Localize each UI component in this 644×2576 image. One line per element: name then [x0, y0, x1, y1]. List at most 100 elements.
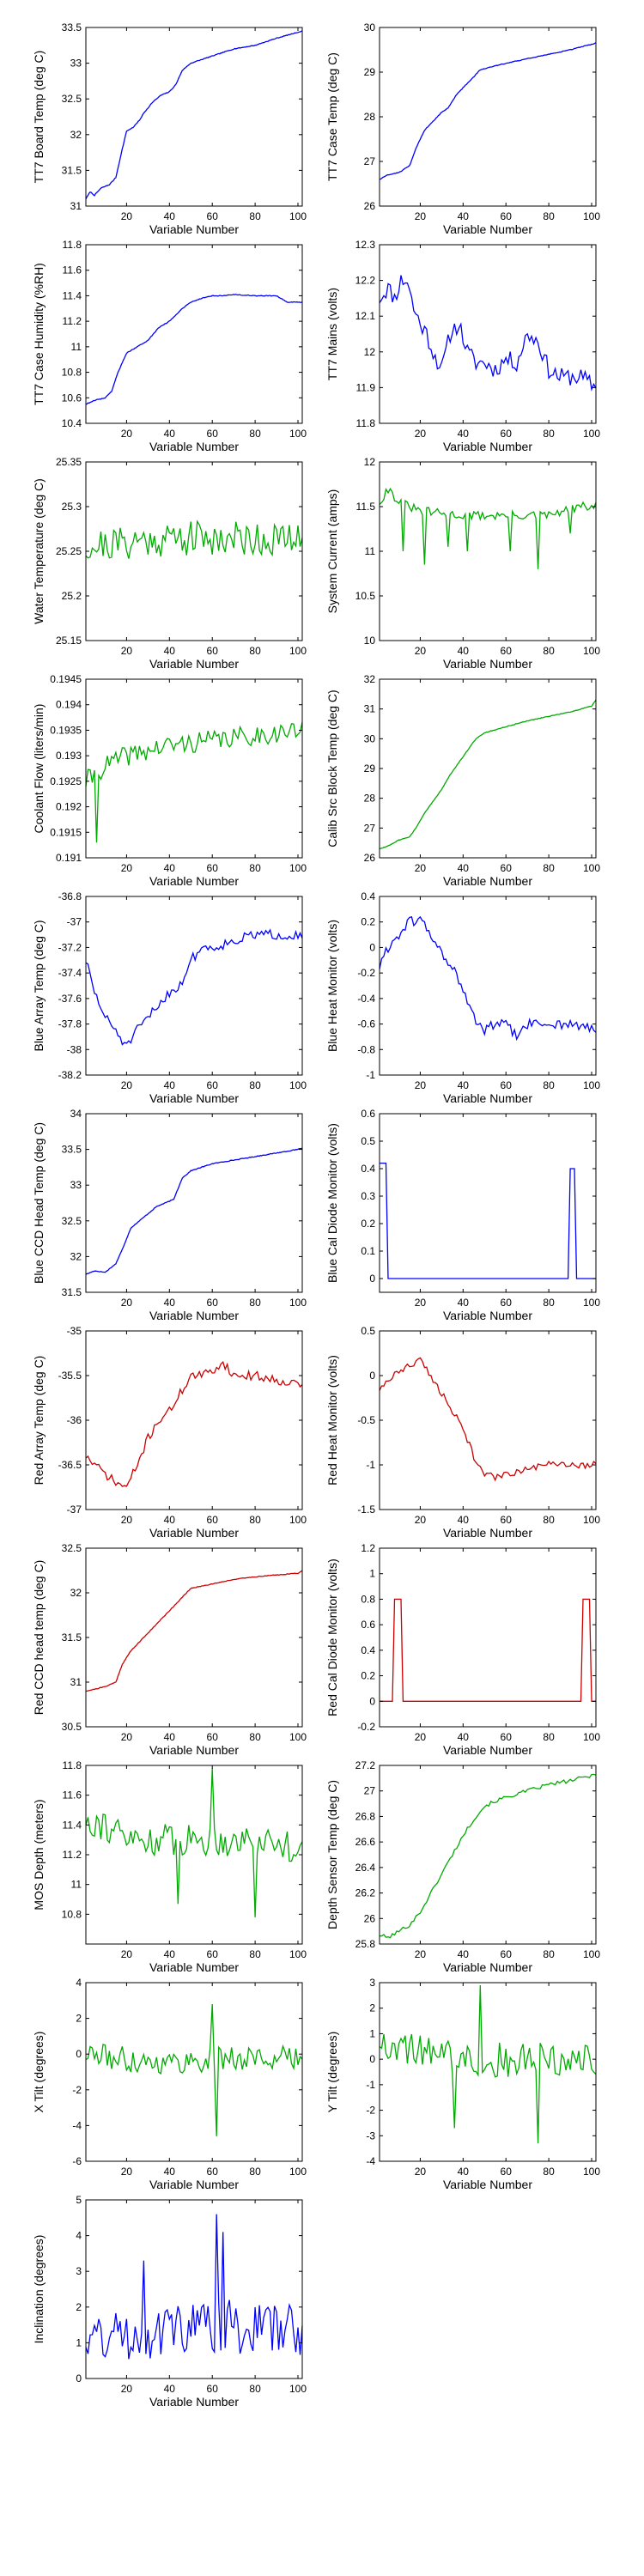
plot-frame — [85, 896, 303, 1076]
y-tick-label: 33.5 — [62, 1144, 82, 1156]
y-tick-label: 5 — [76, 2194, 82, 2206]
y-tick-label: 31.5 — [62, 1286, 82, 1298]
x-tick-label: 100 — [583, 1731, 600, 1743]
x-axis-label: Variable Number — [149, 222, 239, 236]
x-tick-label: 100 — [583, 1079, 600, 1091]
y-tick-label: 11.2 — [63, 1849, 82, 1861]
x-axis-label: Variable Number — [149, 657, 239, 671]
subplot-15: 20 40 60 80 100 30.5 31 31.5 32 32.5 Variable Numb… — [32, 1542, 307, 1757]
y-tick-label: 11 — [71, 341, 82, 353]
y-tick-label: -0.2 — [357, 1721, 375, 1733]
x-tick-label: 60 — [207, 428, 219, 440]
x-tick-label: 60 — [501, 1948, 513, 1960]
y-tick-label: 1 — [369, 1568, 375, 1580]
y-tick-label: -1 — [366, 2079, 375, 2091]
y-tick-label: 29 — [364, 762, 376, 775]
y-tick-label: 11.6 — [63, 1789, 82, 1801]
x-tick-label: 20 — [415, 210, 427, 222]
x-tick-label: 80 — [249, 2383, 261, 2395]
y-tick-label: 0 — [369, 1273, 375, 1285]
y-tick-label: -37 — [67, 916, 82, 928]
x-tick-label: 20 — [121, 1297, 133, 1309]
y-tick-label: 0.4 — [361, 890, 375, 902]
x-tick-label: 20 — [415, 428, 427, 440]
subplot-6: 20 40 60 80 100 10 10.5 11 11.5 12 Variable Number… — [325, 456, 600, 671]
y-tick-label: 12 — [364, 346, 376, 358]
x-axis-label: Variable Number — [149, 1960, 239, 1974]
subplot-11: 20 40 60 80 100 31.5 32 32.5 33 33.5 34 Variable Nu… — [32, 1108, 307, 1322]
y-tick-label: 30 — [364, 21, 376, 33]
y-axis-label: X Tilt (degrees) — [32, 2032, 46, 2113]
y-tick-label: -0.6 — [357, 1018, 375, 1030]
y-tick-label: 11.9 — [356, 381, 376, 393]
y-tick-label: -1 — [366, 1069, 375, 1081]
y-tick-label: 32 — [70, 129, 82, 141]
y-tick-label: 0.1945 — [50, 673, 82, 685]
plot-frame — [379, 1547, 597, 1728]
x-axis-label: Variable Number — [149, 874, 239, 888]
subplot-7: 20 40 60 80 100 0.191 0.1915 0.192 0.1925 0.193 0.… — [32, 673, 307, 888]
y-tick-label: 10.6 — [62, 392, 82, 404]
y-tick-label: 0.2 — [361, 1670, 375, 1682]
y-tick-label: 28 — [364, 793, 376, 805]
plot-frame — [85, 678, 303, 859]
y-axis-label: Red Array Temp (deg C) — [32, 1356, 46, 1485]
x-tick-label: 20 — [121, 1514, 133, 1526]
x-tick-label: 60 — [501, 428, 513, 440]
y-tick-label: 0.8 — [361, 1593, 375, 1605]
series-line — [85, 1768, 303, 1917]
series-line — [85, 721, 303, 843]
y-tick-label: 31 — [364, 703, 376, 715]
y-axis-label: TT7 Case Humidity (%RH) — [32, 263, 46, 405]
plot-frame — [379, 1982, 597, 2162]
x-tick-label: 40 — [458, 1297, 470, 1309]
y-axis-label: Y Tilt (degrees) — [325, 2032, 339, 2113]
x-axis-label: Variable Number — [149, 1309, 239, 1322]
x-tick-label: 60 — [207, 2383, 219, 2395]
x-axis-label: Variable Number — [149, 1091, 239, 1105]
y-tick-label: 3 — [369, 1977, 375, 1989]
y-tick-label: 32 — [70, 1587, 82, 1599]
x-tick-label: 80 — [249, 428, 261, 440]
subplot-9: 20 40 60 80 100 -38.2 -38 -37.8 -37.6 -37.4 -37.2 -… — [32, 890, 307, 1105]
series-line — [379, 487, 597, 569]
x-tick-label: 60 — [207, 1079, 219, 1091]
plot-frame — [379, 1330, 597, 1510]
y-tick-label: -37 — [67, 1504, 82, 1516]
y-tick-label: -0.2 — [357, 967, 375, 979]
y-tick-label: -0.4 — [357, 993, 375, 1005]
plot-frame — [85, 1982, 303, 2162]
series-line — [379, 275, 597, 392]
x-tick-label: 100 — [289, 428, 307, 440]
x-tick-label: 40 — [458, 210, 470, 222]
x-axis-label: Variable Number — [149, 1526, 239, 1540]
y-tick-label: 26.6 — [355, 1836, 376, 1848]
y-tick-label: 0.6 — [361, 1619, 375, 1631]
y-tick-label: 32 — [364, 673, 376, 685]
y-tick-label: -4 — [366, 2155, 375, 2167]
plot-frame — [379, 896, 597, 1076]
x-tick-label: 80 — [543, 1514, 555, 1526]
y-axis-label: Coolant Flow (liters/min) — [32, 704, 46, 834]
subplot-10: 20 40 60 80 100 -1 -0.8 -0.6 -0.4 -0.2 0 0.2 0.4 Vari… — [325, 890, 600, 1105]
x-axis-label: Variable Number — [443, 657, 532, 671]
x-tick-label: 60 — [501, 1297, 513, 1309]
x-tick-label: 40 — [164, 2383, 176, 2395]
y-tick-label: -38.2 — [58, 1069, 82, 1081]
x-tick-label: 40 — [164, 428, 176, 440]
y-tick-label: 0.1915 — [50, 826, 82, 838]
y-tick-label: 32.5 — [62, 1542, 82, 1554]
x-tick-label: 100 — [583, 2166, 600, 2178]
x-tick-label: 80 — [543, 645, 555, 657]
series-line — [380, 1162, 596, 1279]
y-tick-label: -36.8 — [58, 890, 82, 902]
y-tick-label: 0.2 — [361, 916, 375, 928]
series-line — [379, 1357, 597, 1482]
x-tick-label: 40 — [458, 2166, 470, 2178]
plot-frame — [85, 1765, 303, 1945]
y-tick-label: -1 — [366, 1459, 375, 1471]
plot-frame — [379, 27, 597, 207]
y-tick-label: -37.8 — [58, 1018, 82, 1030]
y-tick-label: 11.8 — [63, 1759, 82, 1771]
x-tick-label: 80 — [543, 862, 555, 874]
